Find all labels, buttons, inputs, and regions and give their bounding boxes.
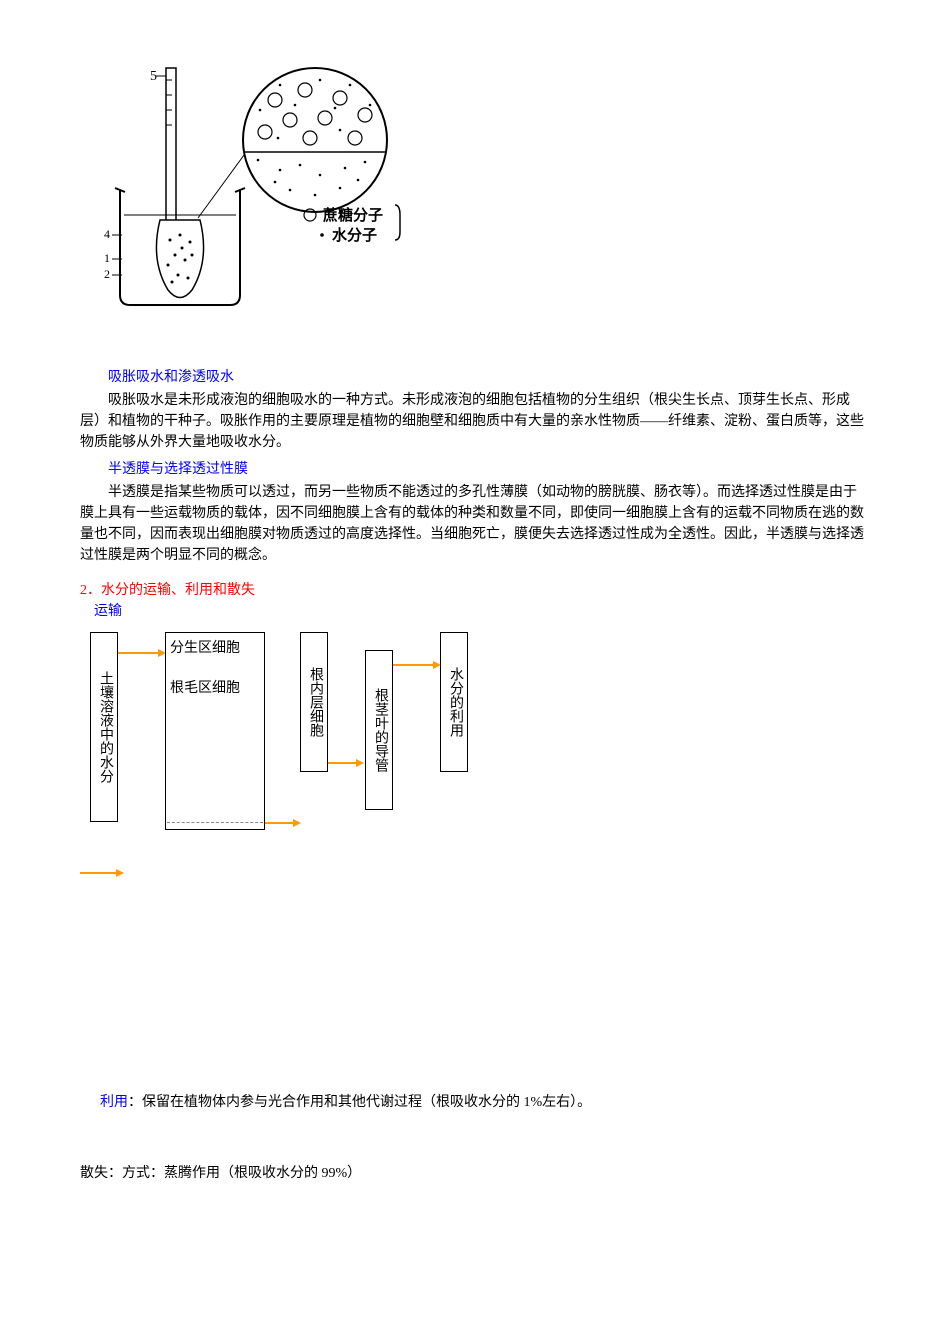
svg-text:蔗糖分子: 蔗糖分子: [322, 206, 383, 224]
utilization-text: ：保留在植物体内参与光合作用和其他代谢过程（根吸收水分的 1%左右）。: [128, 1095, 591, 1110]
loss-line: 散失：方式：蒸腾作用（根吸收水分的 99%）: [80, 1163, 870, 1184]
svg-text:2: 2: [104, 267, 110, 281]
svg-text:水分子: 水分子: [332, 226, 377, 244]
flow-diagram: 土壤溶液中的水分 分生区细胞 根毛区细胞 根内层细胞 根茎叶的导管 水分的利用: [90, 632, 570, 892]
flow-box-usage: 水分的利用: [440, 632, 468, 772]
para-absorption: 吸胀吸水是未形成液泡的细胞吸水的一种方式。未形成液泡的细胞包括植物的分生组织（根…: [80, 390, 870, 453]
osmosis-figure: 5 4 1 2: [100, 60, 870, 337]
svg-text:4: 4: [104, 227, 110, 241]
flow-arrow-lower: [80, 872, 116, 874]
flow-dashed: [167, 822, 263, 823]
flow-arrow-4: [393, 664, 433, 666]
heading-absorption: 吸胀吸水和渗透吸水: [80, 367, 870, 388]
flow-arrow-1: [118, 652, 158, 654]
sub-transport: 运输: [80, 601, 870, 622]
flow-arrow-2: [265, 822, 293, 824]
flow-box-inner: 根内层细胞: [300, 632, 328, 772]
flow-box-2b: 根毛区细胞: [170, 679, 260, 699]
heading-membrane: 半透膜与选择透过性膜: [80, 459, 870, 480]
svg-text:1: 1: [104, 251, 110, 265]
utilization-label: 利用: [100, 1095, 128, 1110]
flow-arrow-3: [328, 762, 356, 764]
heading-transport: 2．水分的运输、利用和散失: [80, 580, 870, 601]
flow-box-2a: 分生区细胞: [170, 639, 260, 659]
flow-box-vessel: 根茎叶的导管: [365, 650, 393, 810]
utilization-line: 利用：保留在植物体内参与光合作用和其他代谢过程（根吸收水分的 1%左右）。: [100, 1092, 870, 1113]
flow-box-soil: 土壤溶液中的水分: [90, 632, 118, 822]
para-membrane: 半透膜是指某些物质可以透过，而另一些物质不能透过的多孔性薄膜（如动物的膀胱膜、肠…: [80, 482, 870, 566]
flow-box-rootcells: 分生区细胞 根毛区细胞: [165, 632, 265, 830]
figure-label-5: 5: [150, 69, 157, 84]
